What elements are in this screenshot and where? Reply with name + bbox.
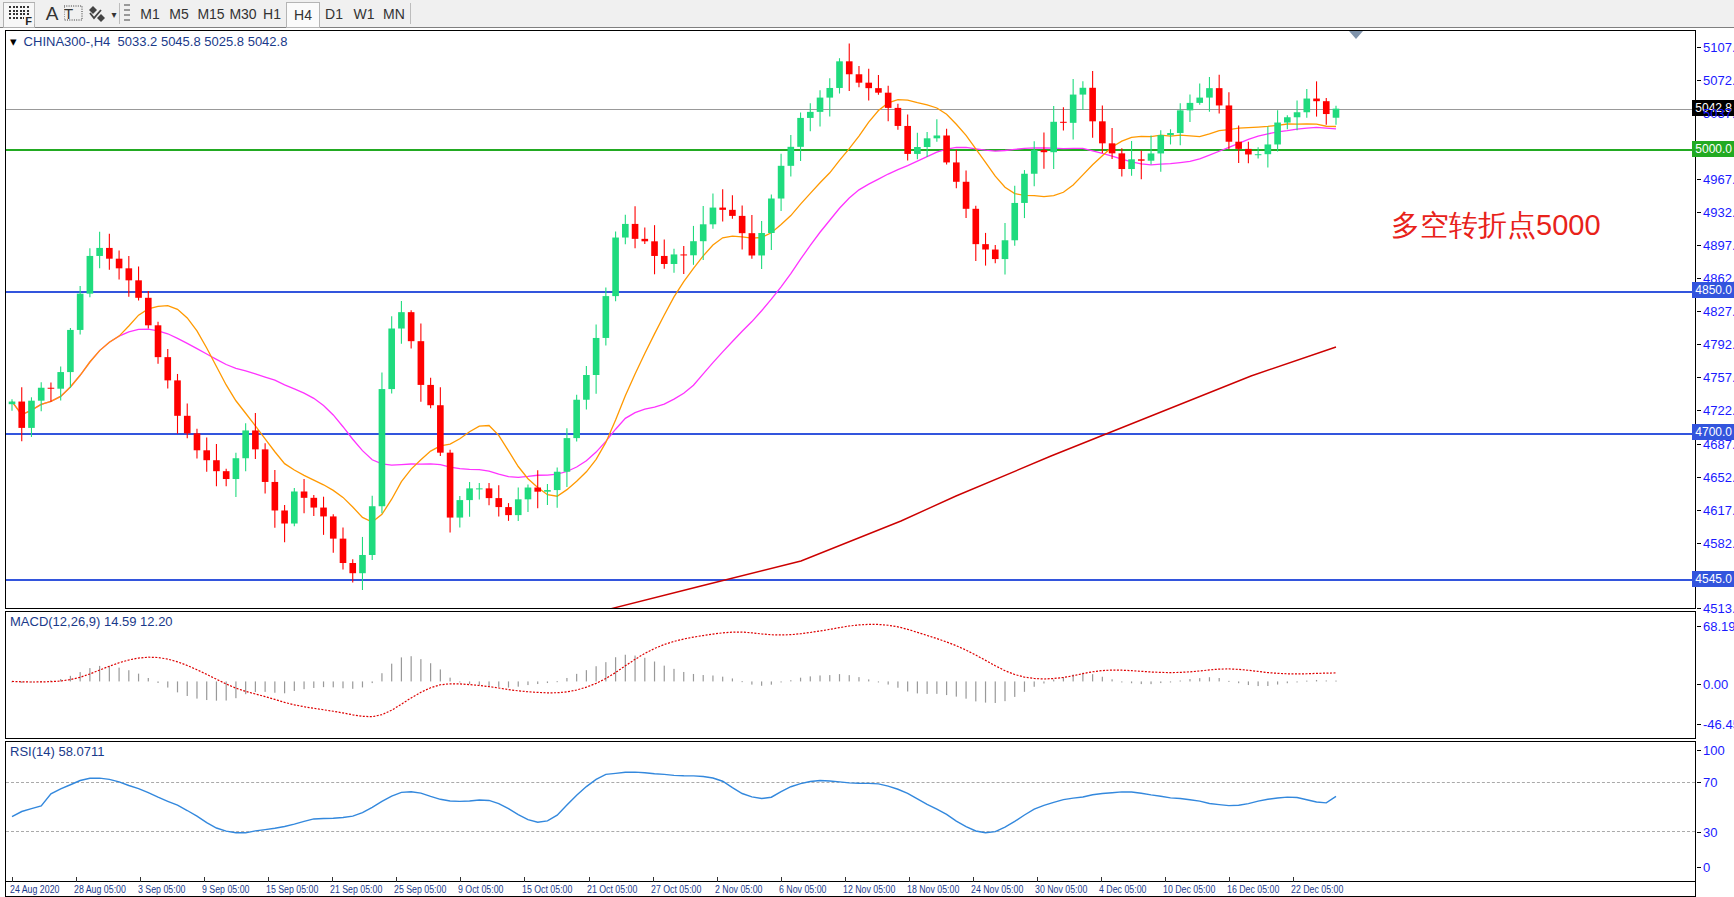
svg-text:T: T (64, 5, 73, 22)
